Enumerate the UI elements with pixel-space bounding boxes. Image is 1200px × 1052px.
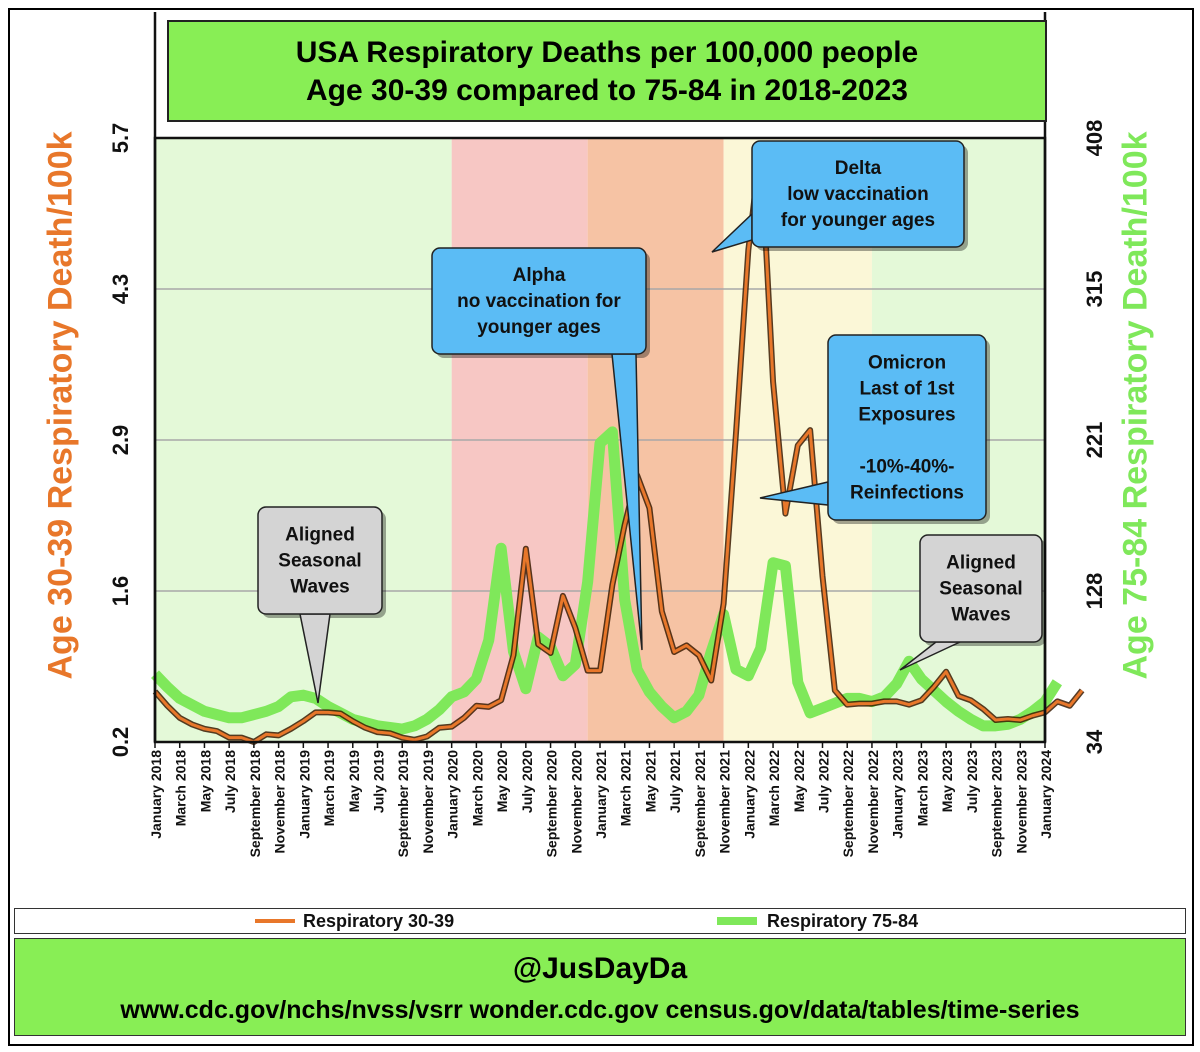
callout-box	[919, 534, 1043, 643]
left-tick-label: 2.9	[108, 425, 133, 456]
x-tick-label: July 2018	[222, 750, 238, 813]
callout-text-line: Seasonal	[278, 551, 361, 572]
x-tick-label: November 2018	[272, 750, 288, 854]
x-tick-label: November 2020	[568, 750, 584, 854]
callout-omicron: Omicron Last of 1st Exposures -10%-40%- Rein…	[759, 334, 990, 524]
callout-text-line: Aligned	[285, 525, 355, 546]
callout-text-line: Exposures	[858, 405, 955, 426]
legend-swatch-75-84	[717, 917, 757, 925]
right-tick-label: 315	[1082, 271, 1107, 308]
callout-aligned-2: Aligned Seasonal Waves	[899, 534, 1046, 671]
x-tick-label: September 2019	[395, 750, 411, 858]
callout-text-line: Waves	[290, 577, 350, 598]
x-tick-label: July 2020	[519, 750, 535, 813]
left-tick-label: 5.7	[108, 123, 133, 154]
chart-title-line1: USA Respiratory Deaths per 100,000 peopl…	[295, 36, 919, 69]
callout-aligned-1: Aligned Seasonal Waves	[257, 506, 386, 704]
x-tick-label: September 2020	[544, 750, 560, 858]
callout-delta: Delta low vaccination for younger ages	[711, 140, 968, 253]
x-tick-label: January 2020	[445, 750, 461, 839]
callout-alpha: Alpha no vaccination for younger ages	[431, 247, 650, 651]
x-tick-label: July 2021	[667, 750, 683, 813]
x-tick-label: May 2023	[939, 750, 955, 812]
legend-label-75-84: Respiratory 75-84	[767, 911, 919, 931]
x-tick-label: September 2023	[989, 750, 1005, 858]
callout-box	[431, 247, 647, 355]
x-tick-label: March 2021	[618, 750, 634, 826]
callout-text-line: Delta	[835, 158, 882, 179]
x-tick-label: May 2018	[197, 750, 213, 812]
callout-text-line: Alpha	[513, 265, 566, 286]
callout-text-line: Omicron	[868, 353, 946, 374]
x-tick-label: September 2018	[247, 750, 263, 858]
right-tick-label: 128	[1082, 573, 1107, 610]
right-tick-label: 34	[1082, 729, 1107, 754]
callout-text-line: younger ages	[477, 317, 601, 338]
legend-label-30-39: Respiratory 30-39	[303, 911, 455, 931]
footer: @JusDayDa www.cdc.gov/nchs/nvss/vsrr won…	[14, 938, 1186, 1036]
x-tick-label: January 2022	[741, 750, 757, 839]
x-tick-label: September 2021	[692, 750, 708, 858]
left-axis-label: Age 30-39 Respiratory Death/100k	[41, 131, 80, 680]
callout-text-line: for younger ages	[781, 210, 935, 231]
callout-text-line: Reinfections	[850, 483, 964, 504]
series-line-30-39	[153, 144, 1084, 744]
x-tick-label: January 2024	[1038, 750, 1054, 839]
x-tick-label: March 2019	[321, 750, 337, 826]
callout-text-line: Aligned	[946, 553, 1016, 574]
x-tick-label: January 2019	[296, 750, 312, 839]
x-tick-label: March 2023	[914, 750, 930, 826]
chart-title-line2: Age 30-39 compared to 75-84 in 2018-2023	[306, 74, 908, 107]
right-tick-label: 221	[1082, 422, 1107, 459]
legend: Respiratory 30-39 Respiratory 75-84	[14, 908, 1186, 934]
x-tick-label: November 2023	[1013, 750, 1029, 854]
callout-text-line: low vaccination	[787, 184, 928, 205]
x-tick-label: September 2022	[840, 750, 856, 858]
callout-text-line: -10%-40%-	[859, 457, 954, 478]
x-tick-label: May 2020	[494, 750, 510, 812]
x-tick-label: January 2023	[890, 750, 906, 839]
right-axis-label: Age 75-84 Respiratory Death/100k	[1116, 131, 1155, 680]
x-tick-label: May 2021	[642, 750, 658, 812]
chart-title-box: USA Respiratory Deaths per 100,000 peopl…	[167, 20, 1047, 122]
x-tick-label: November 2022	[865, 750, 881, 854]
left-tick-label: 0.2	[108, 727, 133, 758]
callout-text-line: Waves	[951, 605, 1011, 626]
x-tick-label: March 2020	[469, 750, 485, 826]
legend-swatch-30-39	[255, 919, 295, 923]
author-handle: @JusDayDa	[512, 952, 688, 985]
x-tick-label: January 2021	[593, 750, 609, 839]
callout-box	[751, 140, 965, 248]
x-tick-label: January 2018	[148, 750, 164, 839]
x-tick-label: November 2019	[420, 750, 436, 854]
callout-box	[827, 334, 987, 521]
x-tick-label: May 2022	[791, 750, 807, 812]
callout-box	[257, 506, 383, 615]
x-tick-label: March 2022	[766, 750, 782, 826]
right-tick-label: 408	[1082, 120, 1107, 157]
callout-text-line: no vaccination for	[457, 291, 621, 312]
x-tick-label: July 2019	[371, 750, 387, 813]
source-urls: www.cdc.gov/nchs/nvss/vsrr wonder.cdc.go…	[120, 996, 1080, 1024]
x-tick-label: May 2019	[346, 750, 362, 812]
left-tick-label: 1.6	[108, 576, 133, 607]
x-tick-label: July 2023	[964, 750, 980, 813]
x-tick-label: November 2021	[717, 750, 733, 854]
left-tick-label: 4.3	[108, 274, 133, 305]
chart: 0.2 1.6 2.9 4.3 5.7 34 128 221 315 408 January 2…	[108, 12, 1107, 858]
callout-text-line: Seasonal	[939, 579, 1022, 600]
callout-text-line: Last of 1st	[859, 379, 955, 400]
x-tick-label: July 2022	[816, 750, 832, 813]
x-tick-label: March 2018	[173, 750, 189, 826]
